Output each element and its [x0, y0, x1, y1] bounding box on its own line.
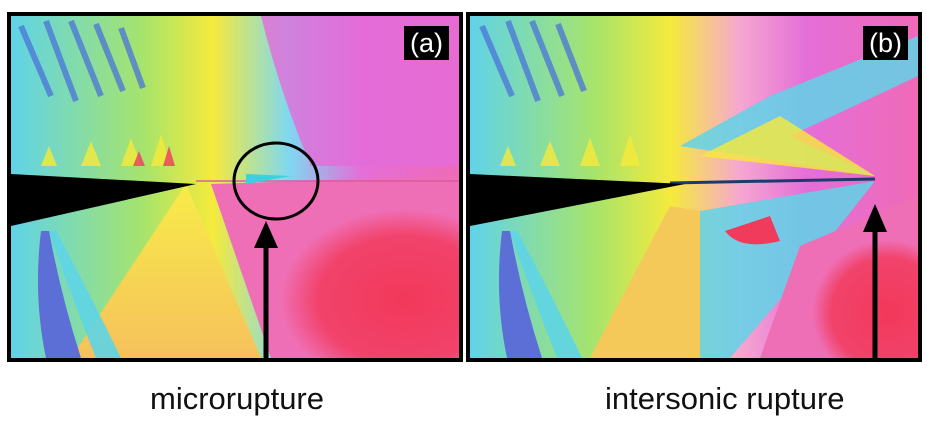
photoelastic-field-b — [470, 16, 918, 358]
notch — [11, 174, 196, 226]
wave-streaks-b — [479, 19, 587, 103]
notch — [470, 174, 685, 226]
panel-b: (b) — [466, 12, 922, 362]
wave-streaks-a — [18, 19, 146, 103]
panel-a: (a) — [7, 12, 463, 362]
microrupture-circle — [232, 141, 320, 221]
caption-microrupture: microrupture — [150, 381, 324, 416]
photoelastic-field-a — [11, 16, 459, 358]
panel-label-b: (b) — [863, 26, 908, 60]
panel-label-a: (a) — [404, 26, 449, 60]
caption-intersonic-rupture: intersonic rupture — [605, 381, 845, 416]
